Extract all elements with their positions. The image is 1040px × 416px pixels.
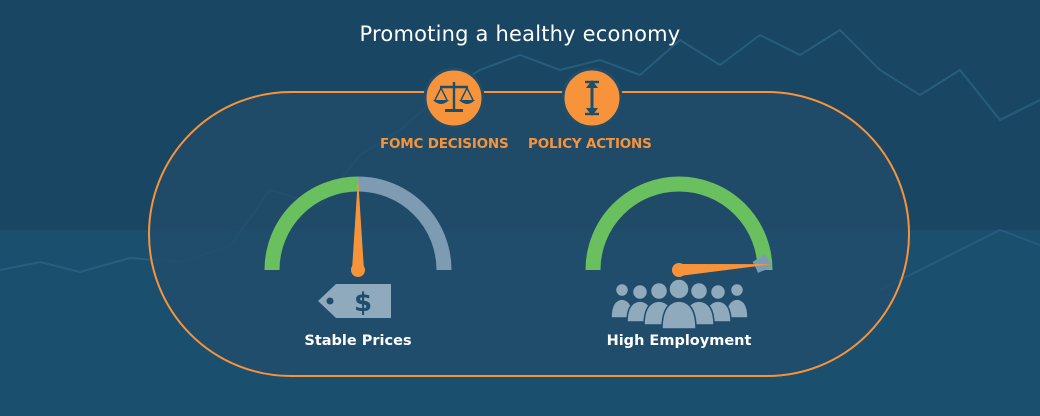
gauge-hub xyxy=(351,263,365,277)
page-title: Promoting a healthy economy xyxy=(359,22,681,46)
gauge-hub xyxy=(672,263,686,277)
high-employment-label: High Employment xyxy=(606,333,752,349)
rounded-frame xyxy=(148,91,910,377)
price-tag-symbol: $ xyxy=(354,288,372,318)
vertical-arrows-icon xyxy=(561,67,623,129)
stable-prices-label: Stable Prices xyxy=(304,333,412,349)
crowd-icon xyxy=(610,278,749,330)
scales-icon xyxy=(423,67,485,129)
high-employment-gauge xyxy=(585,176,773,277)
fomc-decisions-label: FOMC DECISIONS xyxy=(380,136,509,152)
price-tag-icon: $ xyxy=(318,284,391,318)
rounded-frame-fill xyxy=(149,92,909,376)
gauge-needle xyxy=(352,177,364,270)
stable-prices-gauge xyxy=(264,176,452,277)
gauge-needle xyxy=(678,264,772,276)
policy-actions-label: POLICY ACTIONS xyxy=(528,136,652,152)
